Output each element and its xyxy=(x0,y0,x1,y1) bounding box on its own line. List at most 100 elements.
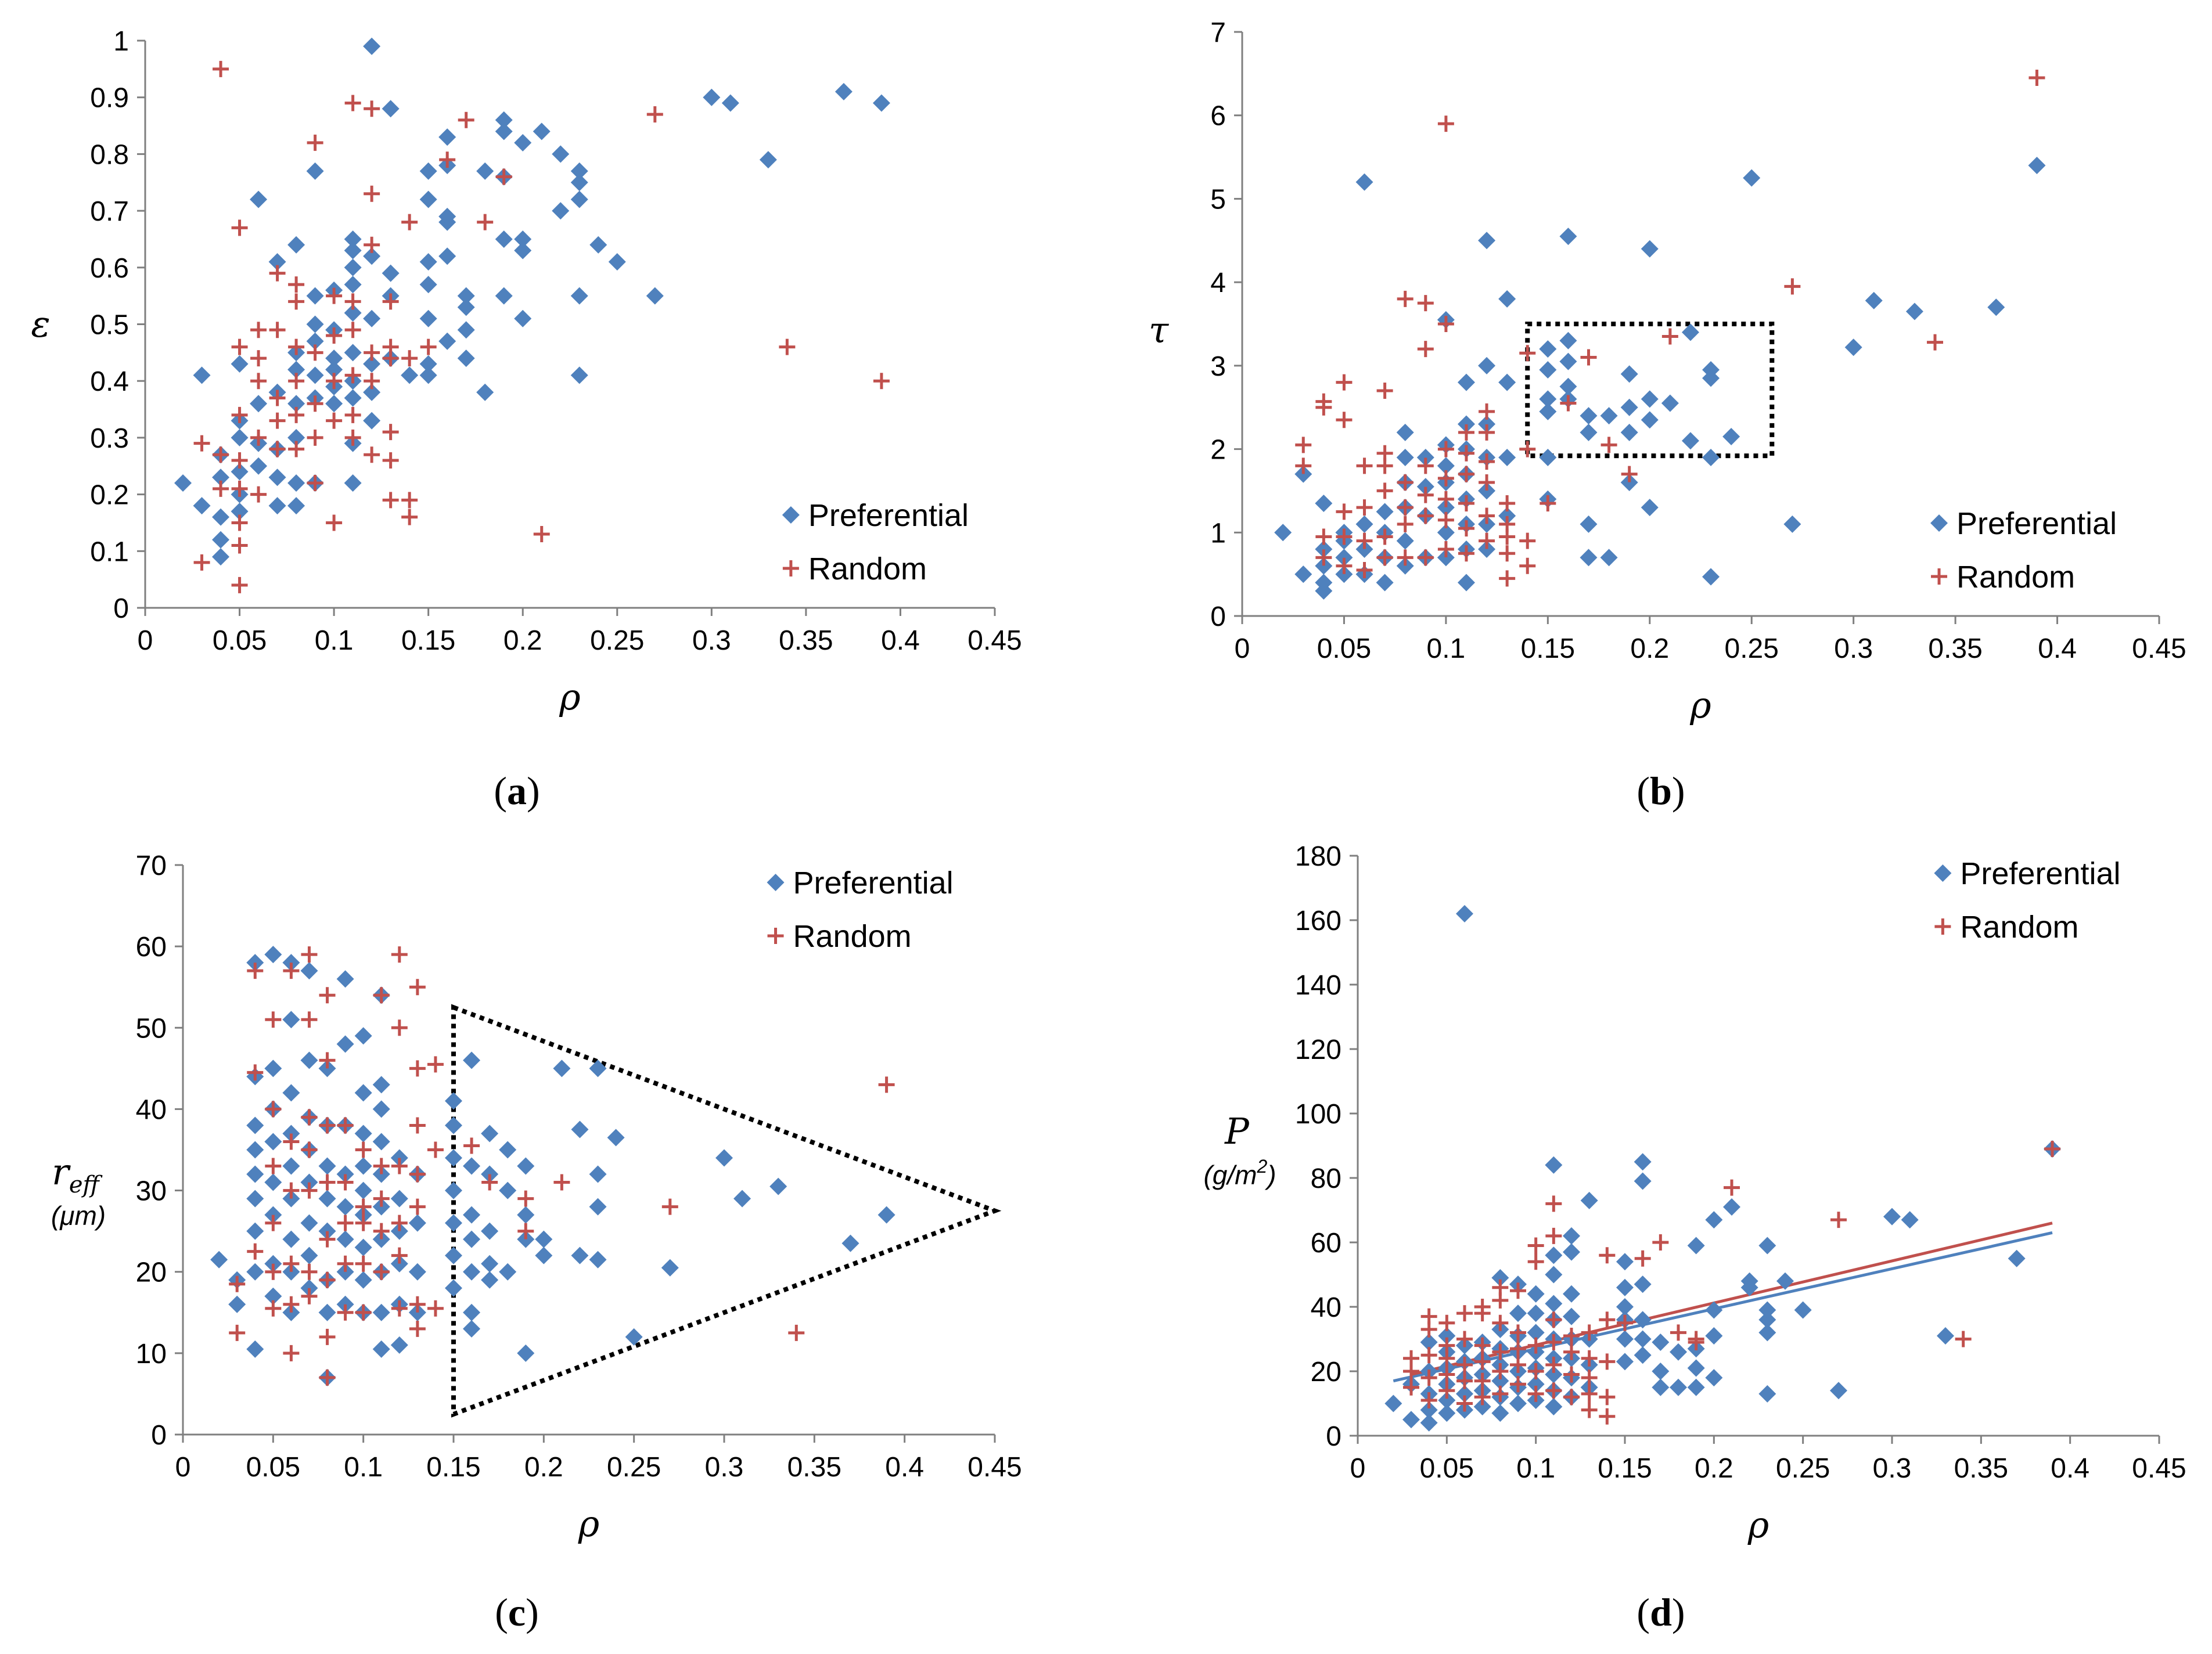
panel-b-tau-vs-rho: 0 0.05 0.1 0.15 0.2 0.25 0.3 0.35 0.4 0.45 0 1 2 3 4 5 6… xyxy=(1149,17,2186,813)
random-point xyxy=(382,424,399,441)
preferential-point xyxy=(318,1157,336,1175)
preferential-point xyxy=(1478,415,1496,433)
preferential-point xyxy=(354,1238,372,1256)
y-axis-unit-text: (μm) xyxy=(51,1201,106,1231)
preferential-point xyxy=(287,497,305,515)
preferential-point xyxy=(495,230,513,248)
x-tick-label: 0.15 xyxy=(401,625,455,656)
preferential-point xyxy=(1702,568,1720,586)
random-point xyxy=(1510,1356,1526,1373)
preferential-point xyxy=(1705,1211,1723,1229)
random-point xyxy=(1545,1227,1562,1244)
preferential-point xyxy=(1702,361,1720,379)
y-tick-label: 40 xyxy=(1311,1292,1341,1323)
preferential-point xyxy=(1652,1378,1670,1396)
random-point xyxy=(364,373,380,390)
preferential-point xyxy=(1457,373,1475,391)
random-point xyxy=(1479,453,1495,470)
preferential-point xyxy=(344,258,362,276)
y-axis-title-main: P xyxy=(1224,1110,1250,1152)
preferential-point xyxy=(174,474,192,492)
preferential-point xyxy=(372,1198,390,1216)
preferential-point xyxy=(1865,291,1883,309)
random-point xyxy=(1397,474,1413,491)
random-point xyxy=(873,373,890,390)
random-point xyxy=(427,1056,444,1073)
random-point xyxy=(250,486,267,503)
random-point xyxy=(1510,1376,1526,1393)
random-point xyxy=(1403,1350,1419,1367)
random-point xyxy=(1295,457,1312,474)
random-point xyxy=(250,429,267,446)
preferential-point xyxy=(1883,1208,1901,1226)
y-axis-unit: (g/m2) xyxy=(1203,1156,1276,1190)
random-point xyxy=(1420,1308,1437,1325)
random-point xyxy=(344,429,361,446)
preferential-point xyxy=(372,1133,390,1151)
random-point xyxy=(1545,1356,1562,1373)
random-point xyxy=(391,1019,408,1036)
random-point xyxy=(355,1198,372,1215)
y-axis-title: ε xyxy=(31,303,50,345)
preferential-point xyxy=(1563,1285,1580,1303)
y-tick-label: 60 xyxy=(1311,1228,1341,1259)
random-point xyxy=(231,219,248,236)
preferential-point xyxy=(287,474,305,492)
preferential-point xyxy=(382,264,400,282)
preferential-point xyxy=(408,1303,426,1321)
random-point xyxy=(301,1109,318,1126)
panel-c-reff-vs-rho: 0 0.05 0.1 0.15 0.2 0.25 0.3 0.35 0.4 0.45 0 10 20 30… xyxy=(51,851,1022,1634)
random-point xyxy=(307,134,323,151)
random-point xyxy=(517,1223,534,1239)
random-point xyxy=(1492,1279,1509,1296)
panel-label: (d) xyxy=(1636,1590,1685,1634)
preferential-point xyxy=(1478,482,1496,500)
preferential-point xyxy=(264,1287,282,1305)
random-point xyxy=(409,1198,426,1215)
y-tick-label: 0 xyxy=(151,1420,167,1451)
random-point xyxy=(1458,520,1474,537)
random-point xyxy=(1417,341,1434,358)
preferential-point xyxy=(1616,1278,1634,1296)
preferential-point xyxy=(246,1165,264,1183)
random-point xyxy=(1437,441,1454,457)
preferential-point xyxy=(354,1027,372,1045)
random-point xyxy=(326,287,343,304)
legend-plus-icon xyxy=(1934,918,1951,935)
y-tick-label: 0.8 xyxy=(90,139,129,170)
y-tick-label: 160 xyxy=(1295,906,1341,936)
preferential-point xyxy=(1652,1334,1670,1352)
random-point xyxy=(646,106,663,123)
preferential-point xyxy=(1616,1353,1634,1371)
random-point xyxy=(269,412,286,429)
x-tick-label: 0.35 xyxy=(1928,633,1982,664)
preferential-point xyxy=(552,145,570,163)
random-point xyxy=(1661,328,1678,345)
preferential-point xyxy=(212,548,230,566)
random-point xyxy=(269,322,286,338)
random-point xyxy=(301,1263,318,1280)
random-point xyxy=(788,1324,805,1341)
preferential-point xyxy=(1641,240,1659,258)
preferential-point xyxy=(1634,1346,1652,1364)
random-point xyxy=(1519,532,1536,549)
preferential-point xyxy=(1758,1385,1776,1403)
random-point xyxy=(1492,1314,1509,1331)
preferential-point xyxy=(282,1125,300,1143)
preferential-point xyxy=(1563,1227,1580,1245)
legend-label: Random xyxy=(808,552,927,586)
preferential-point xyxy=(1563,1243,1580,1261)
x-tick-label: 0.25 xyxy=(607,1452,661,1483)
random-point xyxy=(382,452,399,469)
random-point xyxy=(355,1304,372,1321)
random-point xyxy=(1670,1324,1686,1341)
preferential-point xyxy=(2028,156,2046,174)
random-point xyxy=(1499,516,1516,532)
preferential-point xyxy=(372,1303,390,1321)
random-point xyxy=(364,100,380,117)
y-tick-label: 120 xyxy=(1295,1035,1341,1065)
panel-letter: b xyxy=(1650,769,1672,813)
random-point xyxy=(1417,487,1434,503)
x-tick-label: 0.25 xyxy=(1776,1453,1830,1484)
random-point xyxy=(1563,1389,1580,1406)
